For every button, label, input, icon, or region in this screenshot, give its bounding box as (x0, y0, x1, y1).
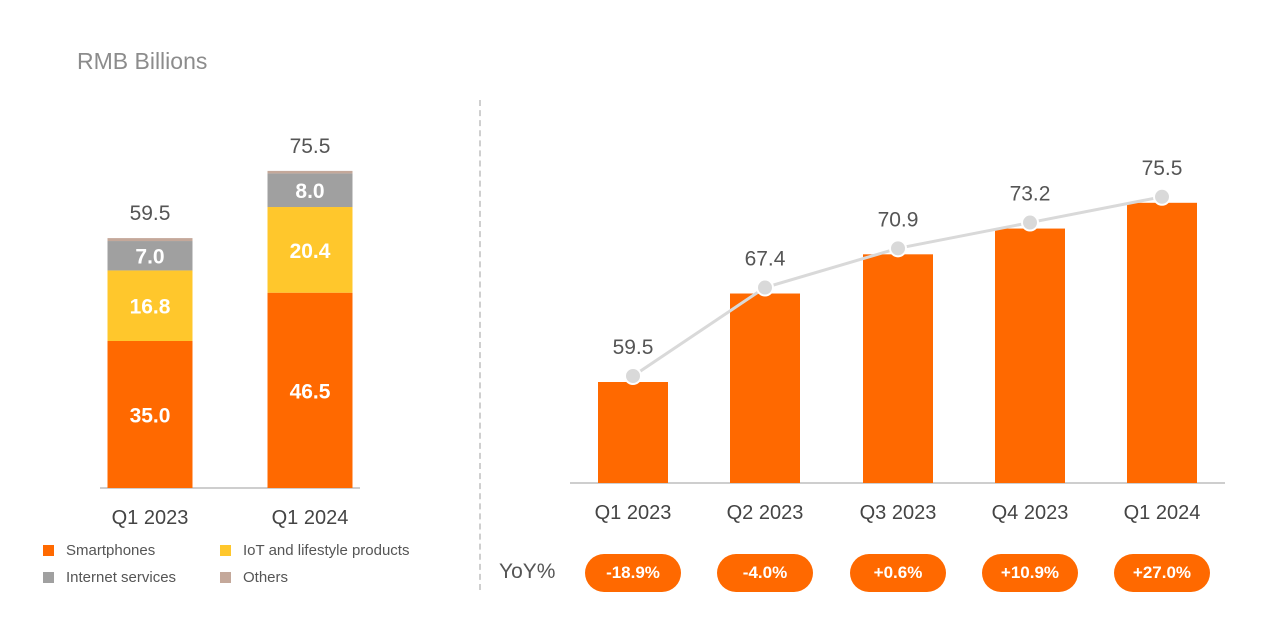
bar-segment-internet-2 (267, 173, 353, 208)
bar-segment-others-2 (267, 170, 353, 174)
yoy-badge-5: +27.0% (1114, 554, 1210, 592)
segment-label-internet-1: 7.0 (135, 246, 164, 269)
total-label-2: 75.5 (290, 135, 331, 158)
right-x-tick-1: Q1 2023 (595, 502, 672, 524)
right-x-tick-3: Q3 2023 (860, 502, 937, 524)
quarter-bar-1 (598, 382, 668, 483)
yoy-badge-3: +0.6% (850, 554, 946, 592)
right-x-tick-5: Q1 2024 (1124, 502, 1201, 524)
bar-segment-smartphones-1 (107, 341, 193, 488)
point-label-1: 59.5 (613, 336, 654, 359)
total-label-1: 59.5 (130, 202, 171, 225)
yoy-badge-1: -18.9% (585, 554, 681, 592)
stacked-bar-chart: 35.0 16.8 7.0 59.5 Q1 2023 46.5 20.4 8.0 75.5 Q1 … (100, 135, 360, 529)
trend-point-4 (1021, 213, 1039, 232)
quarter-bar-5 (1127, 202, 1197, 484)
point-label-4: 73.2 (1010, 183, 1051, 206)
quarter-bar-4 (995, 228, 1065, 483)
yoy-badge-4: +10.9% (982, 554, 1078, 592)
point-label-2: 67.4 (745, 248, 786, 271)
right-x-tick-4: Q4 2023 (992, 502, 1069, 524)
yoy-badge-2: -4.0% (717, 554, 813, 592)
segment-label-internet-2: 8.0 (295, 180, 324, 203)
segment-label-iot-2: 20.4 (290, 240, 331, 263)
left-x-tick-1: Q1 2023 (112, 507, 189, 529)
bar-segment-iot-1 (107, 270, 193, 341)
segment-label-iot-1: 16.8 (130, 296, 171, 319)
trend-point-5 (1153, 187, 1171, 206)
quarter-bar-3 (863, 254, 933, 483)
trend-point-1 (624, 367, 642, 385)
point-label-3: 70.9 (878, 208, 919, 231)
unit-label: RMB Billions (77, 48, 208, 74)
quarterly-bar-line-chart: Q1 2023 Q2 2023 Q3 2023 Q4 2023 Q1 2024 59.5 6… (570, 157, 1225, 524)
bar-segment-iot-2 (267, 207, 353, 293)
point-label-5: 75.5 (1142, 157, 1183, 180)
right-x-tick-2: Q2 2023 (727, 502, 804, 524)
left-x-tick-2: Q1 2024 (272, 507, 349, 529)
bar-segment-internet-1 (107, 241, 193, 271)
segment-label-smartphones-2: 46.5 (290, 380, 331, 403)
trend-point-3 (889, 239, 907, 258)
segment-label-smartphones-1: 35.0 (130, 405, 171, 428)
yoy-title: YoY% (499, 560, 556, 583)
bar-segment-others-1 (107, 238, 193, 242)
chart-divider (479, 100, 481, 590)
bar-segment-smartphones-2 (267, 292, 353, 488)
trend-point-2 (756, 278, 774, 297)
quarter-bar-2 (730, 293, 800, 483)
